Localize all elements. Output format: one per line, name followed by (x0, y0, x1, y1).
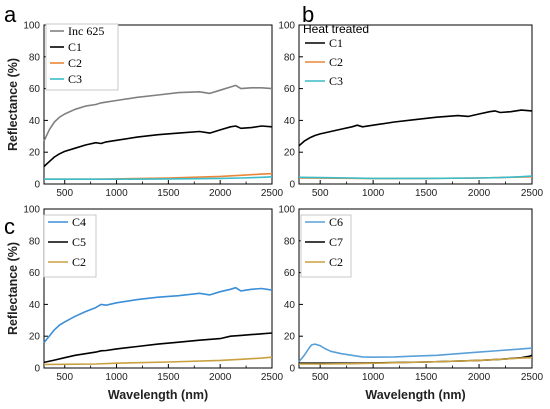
legend-label: C1 (329, 36, 343, 50)
series-line-c3 (298, 175, 533, 180)
series-line-c2 (299, 356, 533, 365)
y-tick-label: 80 (284, 236, 296, 247)
plot-frame (298, 208, 533, 369)
legend-box (300, 214, 352, 278)
legend-label: C3 (329, 74, 343, 88)
y-tick-label: 60 (284, 268, 296, 279)
y-tick-label: 60 (284, 84, 296, 95)
x-tick-label: 1000 (105, 372, 128, 383)
x-tick-label: 2000 (209, 372, 232, 383)
legend-box (43, 214, 97, 278)
legend-label: C2 (68, 56, 82, 70)
panel-letter: a (4, 2, 17, 27)
legend-label: C3 (68, 72, 82, 86)
legend-label: C4 (72, 215, 86, 229)
y-tick-label: 80 (284, 52, 296, 63)
y-tick-label: 100 (23, 21, 40, 32)
x-tick-label: 1500 (157, 372, 180, 383)
panel-a: 500 1000 1500 2000 2500 0 20 40 60 80 100 Reflectan… (4, 2, 284, 199)
y-tick-label: 80 (29, 236, 41, 247)
x-tick-label: 2000 (209, 188, 232, 199)
plot-frame (43, 24, 273, 185)
x-tick-label: 1500 (157, 188, 180, 199)
y-tick-label: 40 (29, 300, 41, 311)
x-tick-label: 2500 (521, 188, 544, 199)
y-tick-label: 80 (29, 52, 41, 63)
y-tick-label: 20 (284, 148, 296, 159)
x-tick-label: 2000 (468, 372, 491, 383)
y-tick-label: 0 (34, 180, 40, 191)
y-tick-label: 40 (284, 116, 296, 127)
legend-title: Heat treated (303, 22, 369, 36)
y-tick-label: 100 (278, 21, 295, 32)
plot-frame (43, 208, 273, 369)
y-tick-label: 60 (29, 268, 41, 279)
y-tick-label: 20 (284, 332, 296, 343)
plot-frame (298, 24, 533, 185)
panel-letter: c (4, 214, 15, 239)
x-tick-label: 1000 (362, 372, 385, 383)
series-line-c4 (43, 286, 273, 344)
y-axis-label: Reflectance (%) (6, 58, 20, 151)
panel-d: 500 1000 1500 2000 2500 0 20 40 60 80 100 Wavelengt… (278, 205, 543, 403)
legend-label: C5 (72, 235, 86, 249)
legend: C6 C7 C2 (300, 214, 352, 278)
y-tick-label: 0 (34, 364, 40, 375)
x-tick-label: 2000 (468, 188, 491, 199)
legend: C4 C5 C2 (43, 214, 97, 278)
x-axis-label: Wavelength (nm) (108, 388, 208, 402)
y-tick-label: 0 (289, 364, 295, 375)
x-tick-label: 500 (56, 188, 73, 199)
x-tick-label: 2500 (521, 372, 544, 383)
x-tick-label: 500 (312, 372, 329, 383)
y-tick-label: 0 (289, 180, 295, 191)
series-line-c3 (44, 176, 273, 180)
y-tick-label: 60 (29, 84, 41, 95)
legend-label: C2 (329, 255, 343, 269)
panel-letter: b (302, 2, 314, 27)
legend: Inc 625 C1 C2 C3 (45, 23, 119, 91)
y-tick-label: 40 (284, 300, 296, 311)
panel-c: 500 1000 1500 2000 2500 0 20 40 60 80 100 Reflectan… (4, 205, 284, 403)
series-line-c1 (298, 109, 533, 147)
y-tick-label: 20 (29, 148, 41, 159)
x-tick-label: 2500 (261, 372, 284, 383)
x-tick-label: 1500 (415, 372, 438, 383)
x-axis-label: Wavelength (nm) (365, 388, 465, 402)
y-axis-label: Reflectance (%) (6, 242, 20, 335)
x-tick-label: 2500 (261, 188, 284, 199)
legend-label: C2 (329, 55, 343, 69)
legend-label: C2 (72, 255, 86, 269)
series-line-inc-625 (43, 84, 273, 142)
legend-label: Inc 625 (68, 24, 104, 38)
series-line-c6 (298, 343, 533, 363)
legend-label: C7 (329, 235, 343, 249)
x-tick-label: 500 (56, 372, 73, 383)
legend-label: C1 (68, 40, 82, 54)
y-tick-label: 40 (29, 116, 41, 127)
x-tick-label: 500 (312, 188, 329, 199)
y-tick-label: 100 (23, 205, 40, 216)
series-line-c5 (43, 332, 273, 364)
y-tick-label: 100 (278, 205, 295, 216)
x-tick-label: 1500 (415, 188, 438, 199)
x-tick-label: 1000 (362, 188, 385, 199)
y-tick-label: 20 (29, 332, 41, 343)
series-line-c2 (43, 356, 273, 366)
x-tick-label: 1000 (105, 188, 128, 199)
legend-label: C6 (329, 215, 343, 229)
series-line-c1 (43, 125, 273, 168)
